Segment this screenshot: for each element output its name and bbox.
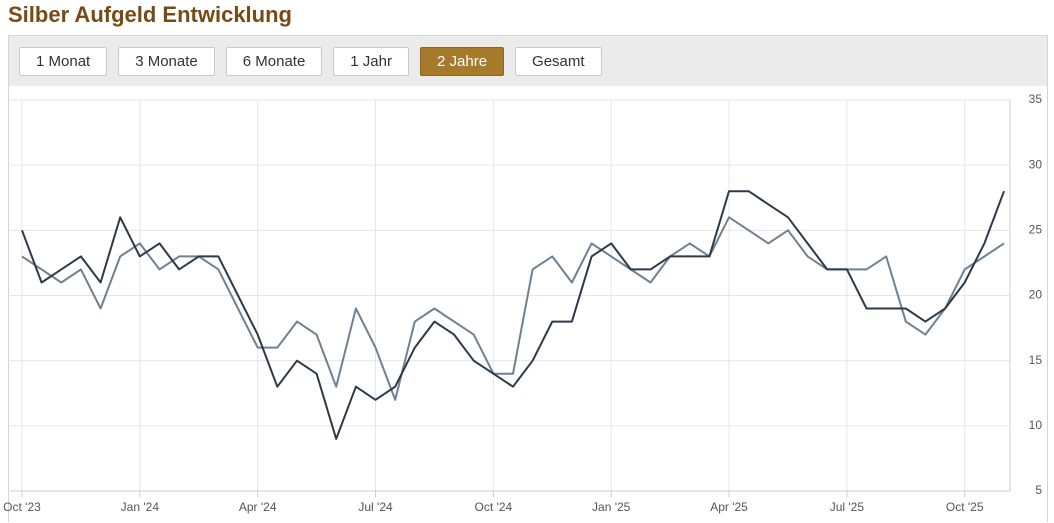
x-tick-label: Jan '24 [121, 500, 160, 514]
x-tick-label: Oct '23 [3, 500, 41, 514]
range-button[interactable]: 1 Monat [19, 46, 108, 76]
x-tick-label: Apr '25 [710, 500, 748, 514]
y-tick-label: 25 [1029, 223, 1043, 237]
data-line [21, 216, 1005, 401]
x-tick-label: Jul '24 [358, 500, 393, 514]
range-button[interactable]: 2 Jahre [420, 46, 505, 76]
range-selector: 1 Monat 3 Monate 6 Monate 1 Jahr 2 Jahre Gesa… [9, 36, 1047, 86]
range-button[interactable]: 1 Jahr [333, 46, 409, 76]
chart-panel: 1 Monat 3 Monate 6 Monate 1 Jahr 2 Jahre Gesa… [8, 35, 1048, 522]
y-tick-label: 35 [1029, 92, 1043, 106]
x-tick-label: Jan '25 [592, 500, 631, 514]
y-tick-label: 5 [1035, 483, 1042, 497]
range-button[interactable]: 6 Monate [225, 46, 323, 76]
x-tick-label: Apr '24 [239, 500, 277, 514]
y-tick-label: 15 [1029, 353, 1043, 367]
y-tick-label: 20 [1029, 288, 1043, 302]
chart-title: Silber Aufgeld Entwicklung [8, 2, 292, 27]
range-button[interactable]: Gesamt [515, 46, 602, 76]
x-tick-label: Jul '25 [830, 500, 865, 514]
range-button[interactable]: 3 Monate [118, 46, 215, 76]
y-tick-label: 30 [1029, 157, 1043, 171]
data-line [21, 190, 1005, 440]
x-tick-label: Oct '25 [946, 500, 984, 514]
y-tick-label: 10 [1029, 418, 1043, 432]
x-tick-label: Oct '24 [475, 500, 513, 514]
